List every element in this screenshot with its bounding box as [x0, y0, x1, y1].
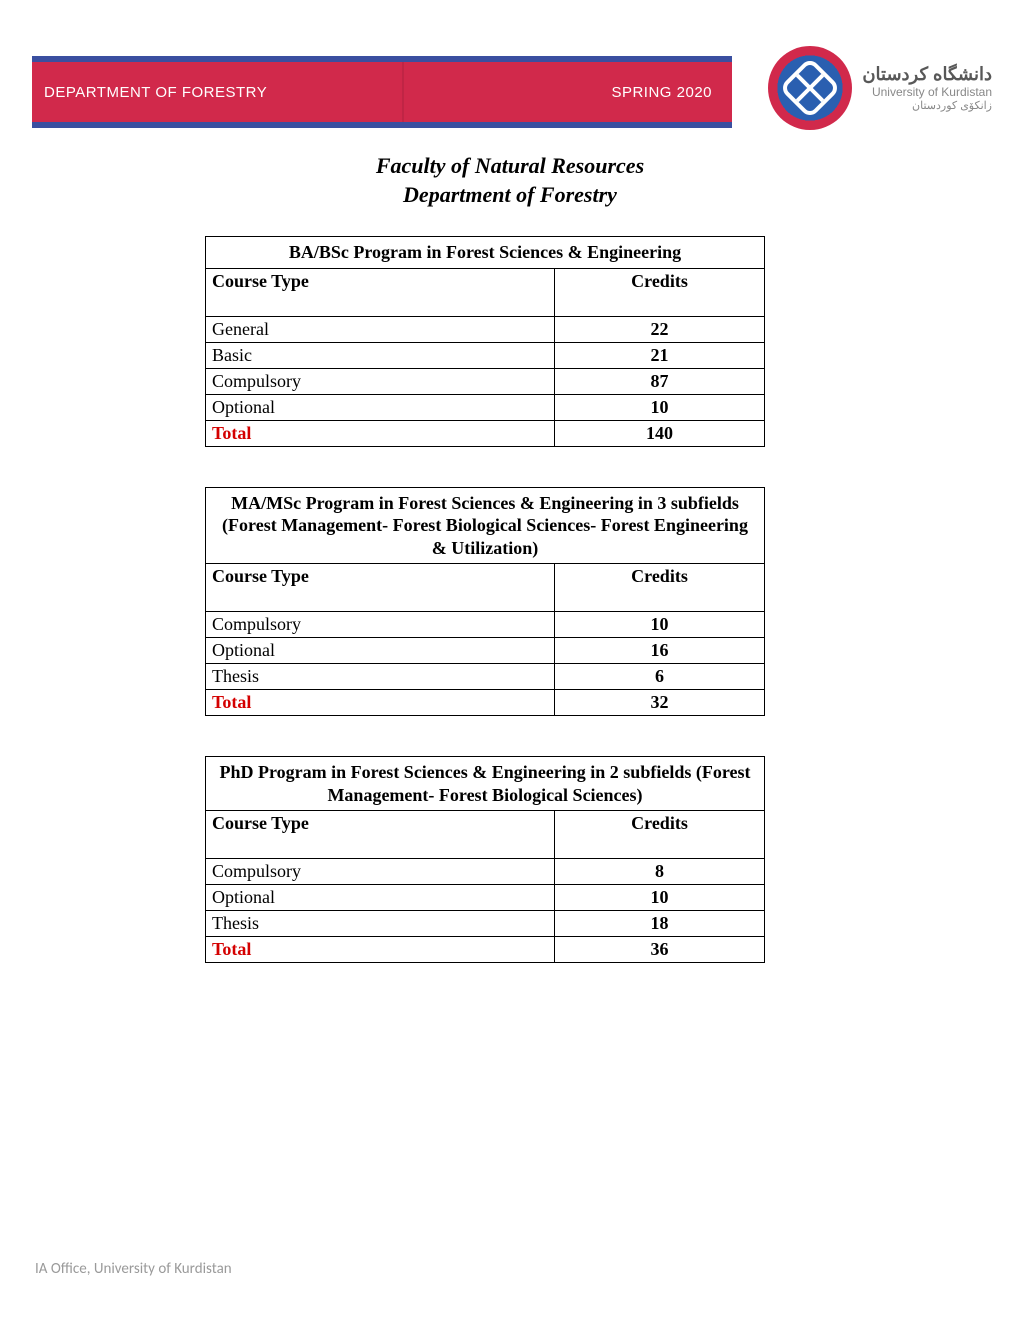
table-total-row: Total140: [206, 420, 765, 446]
col-course-type: Course Type: [206, 811, 555, 859]
table-total-row: Total36: [206, 937, 765, 963]
table-row: Optional10: [206, 885, 765, 911]
col-course-type: Course Type: [206, 268, 555, 316]
table-row: Optional10: [206, 394, 765, 420]
header-divider: [402, 62, 404, 122]
table-row: General22: [206, 316, 765, 342]
program-table-phd: PhD Program in Forest Sciences & Enginee…: [205, 756, 765, 963]
university-name-en: University of Kurdistan: [862, 85, 992, 99]
table-row: Compulsory8: [206, 859, 765, 885]
table-total-row: Total32: [206, 690, 765, 716]
col-course-type: Course Type: [206, 564, 555, 612]
header-band: DEPARTMENT OF FORESTRY SPRING 2020: [32, 56, 732, 128]
page-title-line1: Faculty of Natural Resources: [0, 152, 1020, 181]
university-name-fa: دانشگاه کردستان: [862, 64, 992, 85]
table-row: Optional16: [206, 638, 765, 664]
col-credits: Credits: [555, 564, 765, 612]
page-title-line2: Department of Forestry: [0, 181, 1020, 210]
footer-text: IA Office, University of Kurdistan: [35, 1260, 232, 1278]
logo-block: دانشگاه کردستان University of Kurdistan …: [768, 46, 992, 130]
header-left: DEPARTMENT OF FORESTRY: [44, 84, 267, 101]
program-table-msc: MA/MSc Program in Forest Sciences & Engi…: [205, 487, 765, 717]
col-credits: Credits: [555, 811, 765, 859]
table-title: MA/MSc Program in Forest Sciences & Engi…: [206, 487, 765, 564]
table-row: Basic21: [206, 342, 765, 368]
col-credits: Credits: [555, 268, 765, 316]
table-row: Compulsory87: [206, 368, 765, 394]
header-right: SPRING 2020: [611, 84, 712, 101]
program-table-bsc: BA/BSc Program in Forest Sciences & Engi…: [205, 236, 765, 447]
tables-container: BA/BSc Program in Forest Sciences & Engi…: [205, 236, 765, 1003]
university-name-ku: زانکۆی کوردستان: [862, 99, 992, 112]
university-seal-icon: [768, 46, 852, 130]
university-name-block: دانشگاه کردستان University of Kurdistan …: [862, 64, 992, 112]
table-row: Compulsory10: [206, 612, 765, 638]
table-row: Thesis6: [206, 664, 765, 690]
page-title: Faculty of Natural Resources Department …: [0, 152, 1020, 209]
table-title: PhD Program in Forest Sciences & Enginee…: [206, 757, 765, 811]
table-row: Thesis18: [206, 911, 765, 937]
table-title: BA/BSc Program in Forest Sciences & Engi…: [206, 237, 765, 269]
